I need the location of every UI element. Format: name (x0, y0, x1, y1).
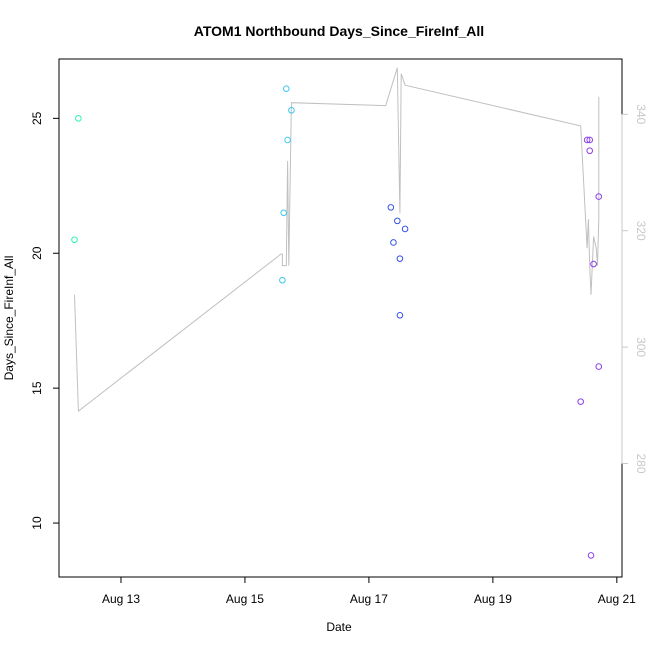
y2-axis-right: 280 300 320 340 (621, 104, 648, 474)
data-point-series-3 (396, 255, 404, 262)
data-point-series-3 (387, 204, 395, 211)
x-tick-label: Aug 13 (102, 592, 140, 606)
y2-tick-label: 300 (634, 337, 648, 357)
x-tick-label: Aug 17 (350, 592, 388, 606)
y-tick-label: 10 (30, 516, 44, 530)
y2-tick-label: 320 (634, 221, 648, 241)
data-point-series-1 (71, 236, 78, 244)
y-axis-label: Days_Since_FireInf_All (2, 256, 16, 381)
data-point-series-4 (577, 398, 584, 405)
x-axis-label: Date (326, 620, 352, 634)
data-point-series-4 (595, 193, 603, 200)
line-series (74, 67, 600, 413)
chart-title: ATOM1 Northbound Days_Since_FireInf_All (194, 23, 484, 39)
data-point-series-3 (390, 239, 397, 246)
data-point-series-4 (586, 136, 594, 144)
data-point-series-4 (595, 363, 603, 370)
y-axis: 10 15 20 25 (30, 111, 60, 530)
data-point-series-1 (75, 115, 82, 122)
points-layer (71, 85, 603, 559)
data-point-series-3 (394, 217, 401, 225)
data-point-series-4 (590, 260, 597, 268)
data-point-series-2 (279, 276, 286, 284)
y-tick-label: 25 (30, 111, 44, 125)
x-tick-label: Aug 15 (226, 592, 264, 606)
x-tick-label: Aug 19 (474, 592, 512, 606)
data-point-series-2 (282, 85, 290, 92)
data-point-series-4 (586, 147, 594, 155)
data-point-series-3 (401, 225, 409, 233)
data-point-series-3 (396, 312, 404, 319)
plot-frame (58, 58, 623, 578)
data-point-series-2 (280, 209, 287, 217)
x-tick-label: Aug 21 (598, 592, 636, 606)
y2-tick-label: 340 (634, 104, 648, 124)
x-axis: Aug 13 Aug 15 Aug 17 Aug 19 Aug 21 (102, 576, 636, 606)
data-point-series-4 (587, 552, 595, 559)
line-series-layer (74, 67, 600, 413)
data-point-series-2 (288, 106, 295, 114)
y-tick-label: 20 (30, 246, 44, 260)
y-tick-label: 15 (30, 381, 44, 395)
data-point-series-2 (284, 136, 291, 144)
y2-tick-label: 280 (634, 453, 648, 473)
data-point-series-4 (583, 136, 591, 144)
